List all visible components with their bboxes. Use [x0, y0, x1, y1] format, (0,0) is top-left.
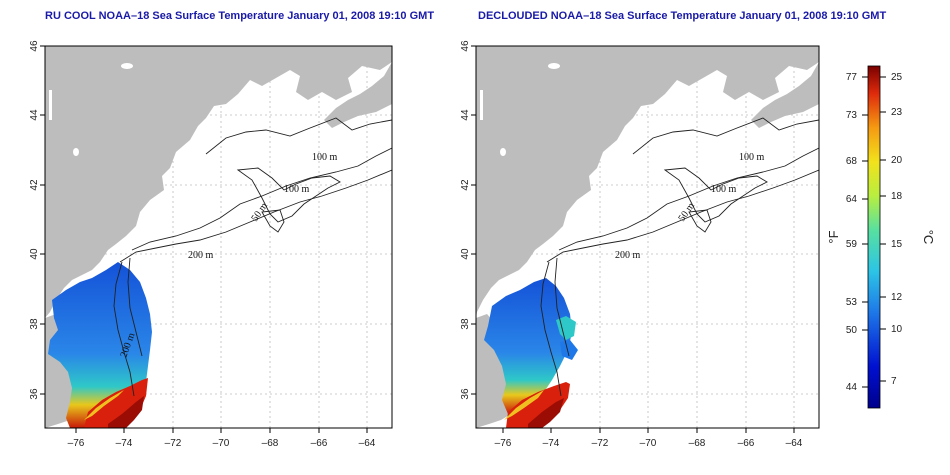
right-land-mass [476, 46, 819, 318]
right-sst-front [504, 390, 544, 420]
colorbar-f-label-77: 77 [846, 72, 858, 83]
colorbar-c-label-20: 20 [891, 155, 903, 166]
left-sst-blue-region [48, 262, 152, 428]
right-sst-blue-region [484, 278, 572, 414]
right-lat-label-44: 44 [460, 109, 471, 121]
left-lon-label-72: –72 [165, 438, 182, 449]
right-sst-gulfstream-core [528, 398, 564, 428]
left-nova-scotia [324, 62, 392, 128]
left-contour-label-1: 100 m [312, 152, 338, 163]
right-isobaths [540, 117, 819, 397]
colorbar-celsius-unit: °C [921, 230, 936, 245]
left-lat-label-42: 42 [29, 179, 40, 191]
left-lat-label-38: 38 [29, 318, 40, 330]
left-sst-front [84, 390, 124, 420]
right-contour-label-1: 100 m [739, 152, 765, 163]
right-sst-speckle-1 [556, 316, 576, 340]
right-contour-label-2: 100 m [711, 184, 737, 195]
left-lat-label-44: 44 [29, 109, 40, 121]
right-lon-label-72: –72 [592, 438, 609, 449]
right-lon-label-74: –74 [543, 438, 560, 449]
left-lat-axis: 46 44 42 40 38 36 [29, 40, 45, 400]
colorbar-fahrenheit-unit: °F [826, 230, 841, 243]
colorbar-c-label-10: 10 [891, 324, 903, 335]
right-lat-label-36: 36 [460, 388, 471, 400]
colorbar-f-ticks [862, 76, 868, 388]
left-lat-label-46: 46 [29, 40, 40, 52]
right-lon-label-66: –66 [738, 438, 755, 449]
colorbar-f-label-64: 64 [846, 194, 858, 205]
colorbar-c-ticks [880, 76, 886, 382]
temperature-colorbar: 77 73 68 64 59 53 50 44 25 23 20 18 15 1… [826, 65, 936, 409]
left-lon-label-76: –76 [68, 438, 85, 449]
colorbar-f-label-68: 68 [846, 156, 858, 167]
right-lat-axis: 46 44 42 40 38 36 [460, 40, 476, 400]
left-map-panel: 100 m 100 m 50 m 200 m 200 m 46 44 42 40… [29, 40, 393, 449]
left-panel-title: RU COOL NOAA–18 Sea Surface Temperature … [45, 10, 435, 22]
colorbar-f-label-53: 53 [846, 297, 858, 308]
right-map-panel: 100 m 100 m 50 m 200 m 46 44 42 40 38 36 [460, 40, 820, 449]
left-lon-label-74: –74 [116, 438, 133, 449]
colorbar-c-label-12: 12 [891, 292, 903, 303]
colorbar-gradient [867, 65, 881, 409]
left-lat-label-36: 36 [29, 388, 40, 400]
left-lon-label-66: –66 [311, 438, 328, 449]
right-lat-label-40: 40 [460, 248, 471, 260]
colorbar-f-label-59: 59 [846, 239, 858, 250]
right-lat-label-38: 38 [460, 318, 471, 330]
left-contour-label-4: 200 m [188, 250, 214, 261]
right-lat-label-42: 42 [460, 179, 471, 191]
right-lon-label-68: –68 [689, 438, 706, 449]
colorbar-c-label-25: 25 [891, 72, 903, 83]
colorbar-f-label-44: 44 [846, 382, 858, 393]
right-sst-speckle-2 [560, 340, 578, 360]
right-lon-axis: –76 –74 –72 –70 –68 –66 –64 [495, 428, 803, 449]
left-lon-label-68: –68 [262, 438, 279, 449]
right-sst-warm-region [506, 382, 570, 428]
left-lakes [49, 63, 133, 156]
left-contour-label-2: 100 m [284, 184, 310, 195]
right-lon-label-76: –76 [495, 438, 512, 449]
left-isobaths [113, 117, 392, 397]
right-lakes [480, 63, 560, 156]
colorbar-c-label-15: 15 [891, 239, 903, 250]
left-lat-label-40: 40 [29, 248, 40, 260]
right-lat-label-46: 46 [460, 40, 471, 52]
colorbar-c-label-18: 18 [891, 191, 903, 202]
left-lon-axis: –76 –74 –72 –70 –68 –66 –64 [68, 428, 376, 449]
colorbar-c-label-7: 7 [891, 376, 897, 387]
colorbar-c-label-23: 23 [891, 107, 903, 118]
right-panel-title: DECLOUDED NOAA–18 Sea Surface Temperatur… [478, 10, 887, 22]
right-contour-label-4: 200 m [615, 250, 641, 261]
left-sst-gulfstream-core [108, 396, 144, 428]
colorbar-f-label-73: 73 [846, 110, 858, 121]
left-land-mass [45, 46, 392, 318]
right-nova-scotia [751, 62, 819, 128]
left-lon-label-64: –64 [359, 438, 376, 449]
left-lon-label-70: –70 [213, 438, 230, 449]
colorbar-f-label-50: 50 [846, 325, 858, 336]
right-lon-label-64: –64 [786, 438, 803, 449]
right-lon-label-70: –70 [640, 438, 657, 449]
